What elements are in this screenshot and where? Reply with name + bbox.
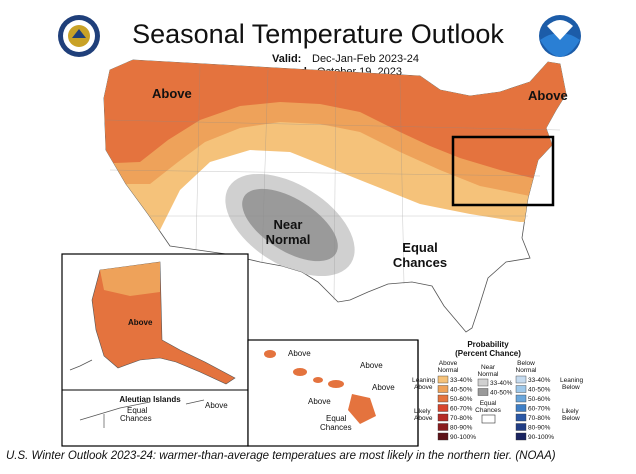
legend-below-1-label: 33-40% [528, 377, 551, 384]
legend-col-near-2: Normal [478, 371, 500, 378]
legend-leaning-above-1: Leaning [412, 377, 436, 384]
contiguous-us [103, 59, 567, 333]
northeast-highlight-box [451, 135, 555, 207]
legend-below-3-swatch [515, 394, 527, 403]
label-aleutian-islands: Aleutian Islands [119, 395, 181, 404]
legend-likely-below-1: Likely [562, 408, 579, 415]
legend-col-near-1: Near [481, 364, 496, 371]
legend-col-below-1: Below [517, 360, 535, 367]
legend-below-6-swatch [515, 423, 527, 431]
legend-below-4-swatch [515, 404, 527, 412]
legend-below-2-label: 40-50% [528, 387, 551, 394]
legend-col-above-2: Normal [438, 367, 460, 374]
legend-above-6-label: 80-90% [450, 425, 473, 432]
legend-above-1-label: 33-40% [450, 377, 473, 384]
legend-equal-2: Chances [475, 407, 501, 414]
label-aleutian-equal-2: Chances [120, 414, 152, 423]
legend-above-6-swatch [437, 423, 449, 431]
legend-below-4-label: 60-70% [528, 406, 551, 413]
legend-near-2-label: 40-50% [490, 390, 513, 397]
legend-below-7-label: 90-100% [528, 434, 554, 441]
legend-leaning-below-2: Below [562, 384, 580, 391]
label-alaska-above: Above [128, 318, 153, 327]
label-above-northwest: Above [152, 86, 192, 101]
legend-likely-above-2: Above [414, 415, 433, 422]
legend-above-3-swatch [437, 394, 449, 403]
alaska-inset: Above Aleutian Islands Equal Chances Abo… [61, 253, 249, 447]
legend-col-below-2: Normal [516, 367, 538, 374]
legend-likely-below-2: Below [562, 415, 580, 422]
commerce-seal-logo [58, 15, 100, 57]
label-hawaii-above-3: Above [372, 383, 395, 392]
label-equal-chances-2: Chances [393, 255, 447, 270]
legend-below-7-swatch [515, 432, 527, 441]
legend-above-5-swatch [437, 413, 449, 422]
legend-swatch-equal [481, 414, 496, 424]
legend-below-2-swatch [515, 385, 527, 393]
legend-below-5-swatch [515, 413, 527, 422]
legend-above-5-label: 70-80% [450, 415, 473, 422]
legend-col-above-1: Above [439, 360, 458, 367]
legend-title-1: Probability [467, 340, 509, 349]
legend-leaning-below-1: Leaning [560, 377, 584, 384]
label-above-northeast: Above [528, 88, 568, 103]
label-hawaii-above-2: Above [360, 361, 383, 370]
label-aleutian-above: Above [205, 401, 228, 410]
valid-label: Valid: [272, 53, 301, 65]
label-aleutian-equal-1: Equal [127, 406, 148, 415]
label-equal-chances-1: Equal [402, 240, 437, 255]
legend-below-5-label: 70-80% [528, 415, 551, 422]
valid-value: Dec-Jan-Feb 2023-24 [312, 53, 419, 65]
noaa-logo [539, 15, 581, 57]
label-hawaii-equal-1: Equal [326, 414, 347, 423]
legend-below-3-label: 50-60% [528, 396, 551, 403]
map-title: Seasonal Temperature Outlook [132, 19, 504, 49]
legend-leaning-above-2: Above [414, 384, 433, 391]
legend-near-1-swatch [477, 378, 489, 387]
legend: Probability (Percent Chance) Above Norma… [412, 340, 584, 441]
label-hawaii-equal-2: Chances [320, 423, 352, 432]
legend-above-7-swatch [437, 432, 449, 441]
legend-near-2-swatch [477, 388, 489, 396]
legend-above-3-label: 50-60% [450, 396, 473, 403]
legend-above-1-swatch [437, 375, 449, 384]
map-caption: U.S. Winter Outlook 2023-24: warmer-than… [6, 450, 556, 462]
label-near-normal-1: Near [274, 217, 303, 232]
legend-above-4-swatch [437, 404, 449, 412]
legend-near-1-label: 33-40% [490, 380, 513, 387]
legend-above-4-label: 60-70% [450, 406, 473, 413]
legend-below-1-swatch [515, 375, 527, 384]
label-hawaii-above-4: Above [308, 397, 331, 406]
hawaii-inset: Above Above Above Above Equal Chances [247, 339, 419, 447]
legend-above-2-swatch [437, 385, 449, 393]
legend-title-2: (Percent Chance) [455, 349, 521, 358]
legend-equal-1: Equal [480, 400, 497, 407]
label-near-normal-2: Normal [266, 232, 311, 247]
legend-above-7-label: 90-100% [450, 434, 476, 441]
legend-below-6-label: 80-90% [528, 425, 551, 432]
label-hawaii-above-1: Above [288, 349, 311, 358]
legend-likely-above-1: Likely [414, 408, 431, 415]
legend-above-2-label: 40-50% [450, 387, 473, 394]
